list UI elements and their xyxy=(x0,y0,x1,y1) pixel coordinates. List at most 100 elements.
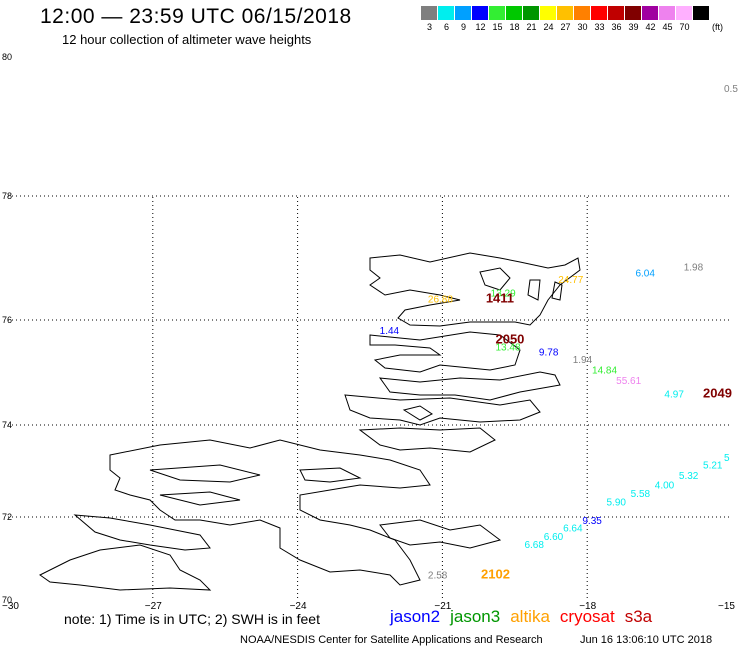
wave-height-label: 2.58 xyxy=(428,570,448,581)
scale-label: 24 xyxy=(543,22,554,32)
lat-label: 70 xyxy=(2,595,12,605)
coastline-island-mid xyxy=(402,405,433,421)
map-axis-labels: 80 78 76 74 72 70−30 −27 −24 −21 −18 −15 xyxy=(2,52,735,612)
lon-label: −24 xyxy=(290,601,307,612)
scale-label: 70 xyxy=(679,22,690,32)
scale-swatch xyxy=(608,6,625,20)
wave-height-label: 2049 xyxy=(703,386,732,401)
scale-swatch xyxy=(489,6,506,20)
scale-label: 30 xyxy=(577,22,588,32)
satellite-legend-item: s3a xyxy=(624,607,653,626)
scale-swatch xyxy=(438,6,455,20)
wave-height-label: 5 xyxy=(724,453,730,464)
wave-height-label: 6.60 xyxy=(544,532,564,543)
scale-unit: (ft) xyxy=(712,22,723,32)
scale-label: 3 xyxy=(426,22,433,32)
wave-height-label: 24.77 xyxy=(558,275,583,286)
coastline-south-inlets xyxy=(149,464,362,506)
lat-label: 78 xyxy=(2,191,12,201)
scale-label: 9 xyxy=(460,22,467,32)
scale-swatch xyxy=(659,6,676,20)
map-grid xyxy=(8,195,732,600)
scale-swatch xyxy=(455,6,472,20)
footer-note: note: 1) Time is in UTC; 2) SWH is in fe… xyxy=(64,611,320,627)
lat-label: 80 xyxy=(2,52,12,62)
coastline-scoresby xyxy=(379,519,502,549)
satellite-legend: jason2 jason3 altika cryosat s3a xyxy=(390,607,662,627)
coastline-islands-north xyxy=(479,267,563,301)
wave-height-color-scale xyxy=(421,6,710,20)
page-title: 12:00 — 23:59 UTC 06/15/2018 xyxy=(40,5,352,28)
coastline-south xyxy=(109,439,431,586)
scale-label: 45 xyxy=(662,22,673,32)
scale-label: 12 xyxy=(475,22,486,32)
scale-label: 18 xyxy=(509,22,520,32)
wave-height-label: 14.84 xyxy=(592,366,617,377)
wave-height-label: 5.32 xyxy=(679,471,699,482)
lon-label: −27 xyxy=(145,601,162,612)
scale-label: 42 xyxy=(645,22,656,32)
scale-swatch xyxy=(591,6,608,20)
wave-height-label: 5.58 xyxy=(631,489,651,500)
scale-swatch xyxy=(540,6,557,20)
lon-label: −18 xyxy=(579,601,596,612)
lon-label: −30 xyxy=(2,601,19,612)
wave-height-label: 6.68 xyxy=(524,540,544,551)
wave-height-label: 6.64 xyxy=(563,524,583,535)
wave-height-label: 13.29 xyxy=(491,288,516,299)
lat-label: 76 xyxy=(2,315,12,325)
wave-height-label: 9.35 xyxy=(582,516,602,527)
lat-label: 72 xyxy=(2,512,12,522)
coastline-southwest-coast xyxy=(73,514,211,551)
coastline-southwest xyxy=(39,544,212,591)
wave-height-label: 2050 xyxy=(495,332,524,347)
wave-height-label: 9.78 xyxy=(539,348,559,359)
scale-swatch xyxy=(642,6,659,20)
satellite-legend-item: jason2 xyxy=(390,607,441,626)
scale-label: 21 xyxy=(526,22,537,32)
lat-label: 74 xyxy=(2,420,12,430)
wave-height-label: 26.88 xyxy=(428,295,453,306)
wave-height-scale-labels: 3 6 9 12 15 18 21 24 27 30 33 36 39 42 45 70 (ft) xyxy=(421,22,740,34)
wave-height-label: 5.90 xyxy=(607,498,627,509)
scale-swatch xyxy=(625,6,642,20)
coastline-mid xyxy=(369,331,521,373)
satellite-legend-item: altika xyxy=(510,607,550,626)
scale-label: 6 xyxy=(443,22,450,32)
credit-text: NOAA/NESDIS Center for Satellite Applica… xyxy=(240,634,543,646)
wave-height-label: 55.61 xyxy=(616,376,641,387)
wave-height-label: 4.97 xyxy=(664,390,684,401)
wave-height-label: 1.94 xyxy=(573,355,593,366)
scale-label: 15 xyxy=(492,22,503,32)
wave-height-label: 1411 xyxy=(486,291,514,306)
scale-swatch xyxy=(421,6,438,20)
wave-height-label: 1.98 xyxy=(684,262,704,273)
scale-swatch xyxy=(574,6,591,20)
wave-height-label: 13.48 xyxy=(495,342,520,353)
scale-swatch xyxy=(693,6,710,20)
coastline-fjord-2 xyxy=(344,394,541,426)
wave-height-labels: 0.5 1.98 6.04 24.77 13.29 26.88 1411 1.44 205013… xyxy=(380,84,739,582)
satellite-legend-item: cryosat xyxy=(559,607,615,626)
timestamp-text: Jun 16 13:06:10 UTC 2018 xyxy=(580,634,713,646)
scale-swatch xyxy=(472,6,489,20)
scale-label: 39 xyxy=(628,22,639,32)
wave-height-label: 2102 xyxy=(481,566,510,581)
scale-label: 27 xyxy=(560,22,571,32)
coastline-fjord-1 xyxy=(378,371,561,401)
wave-height-label: 5.21 xyxy=(703,461,723,472)
wave-height-label: 6.04 xyxy=(635,269,655,280)
lon-label: −21 xyxy=(434,601,451,612)
wave-height-label: 0.5 xyxy=(724,84,738,95)
scale-label: 33 xyxy=(594,22,605,32)
scale-swatch xyxy=(523,6,540,20)
scale-swatch xyxy=(557,6,574,20)
satellite-legend-item: jason3 xyxy=(450,607,501,626)
wave-height-label: 1.44 xyxy=(380,326,400,337)
scale-label: 36 xyxy=(611,22,622,32)
page-subtitle: 12 hour collection of altimeter wave hei… xyxy=(62,32,312,47)
scale-swatch xyxy=(506,6,523,20)
greenland-coastline xyxy=(39,252,581,591)
scale-swatch xyxy=(676,6,693,20)
